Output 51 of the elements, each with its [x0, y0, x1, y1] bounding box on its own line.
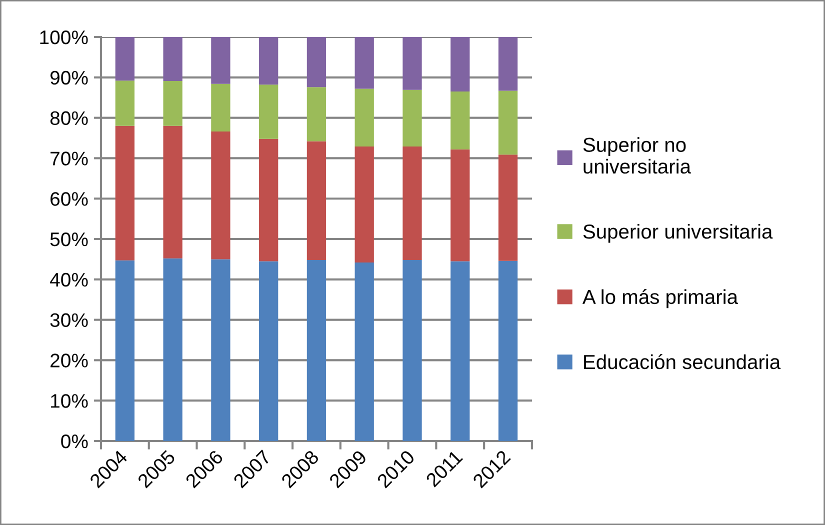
bar: [211, 132, 230, 260]
bar: [402, 260, 422, 441]
y-tick-label: 30%: [50, 313, 88, 328]
y-tick-label: 50%: [50, 232, 88, 246]
bar: [163, 37, 182, 82]
legend-label: A lo más primaria: [582, 289, 738, 308]
y-tick-label: 60%: [50, 192, 88, 206]
y-tick-label: 90%: [50, 70, 88, 85]
y-tick-label: 40%: [50, 272, 88, 287]
y-tick-label: 20%: [50, 354, 88, 368]
bar: [402, 146, 422, 260]
bar: [450, 149, 470, 262]
bar: [306, 37, 326, 88]
bar: [498, 90, 518, 155]
y-tick-label: 80%: [50, 111, 88, 126]
bar: [402, 90, 422, 146]
bar: [211, 84, 230, 132]
legend-label: Educación secundaria: [584, 354, 781, 370]
bar: [211, 37, 230, 84]
bar: [306, 87, 326, 142]
bar: [402, 37, 422, 90]
bar: [115, 260, 134, 441]
bar: [498, 37, 518, 91]
bar: [306, 141, 326, 260]
bar: [498, 260, 518, 441]
bar: [115, 80, 134, 126]
y-tick-label: 100%: [40, 30, 88, 44]
bar: [259, 84, 278, 139]
bar: [115, 126, 134, 260]
bar: [259, 261, 278, 441]
bar: [259, 37, 278, 85]
y-tick-label: 0%: [61, 434, 88, 448]
bar: [163, 258, 182, 441]
bar: [450, 261, 470, 441]
bar: [163, 81, 182, 126]
bar: [354, 262, 374, 441]
legend-label: Superior universitaria: [583, 224, 773, 243]
legend-label: Superior no universitaria: [583, 137, 691, 174]
bar: [450, 92, 470, 150]
bar: [354, 146, 374, 262]
bar: [163, 126, 182, 258]
bar: [498, 154, 518, 261]
bar: [211, 259, 230, 441]
bar: [306, 260, 326, 441]
bar: [115, 37, 134, 81]
bar: [354, 37, 374, 89]
y-tick-label: 10%: [51, 394, 88, 408]
bar: [354, 88, 374, 146]
bar: [450, 37, 470, 92]
bar: [259, 138, 278, 262]
y-tick-label: 70%: [50, 152, 88, 166]
